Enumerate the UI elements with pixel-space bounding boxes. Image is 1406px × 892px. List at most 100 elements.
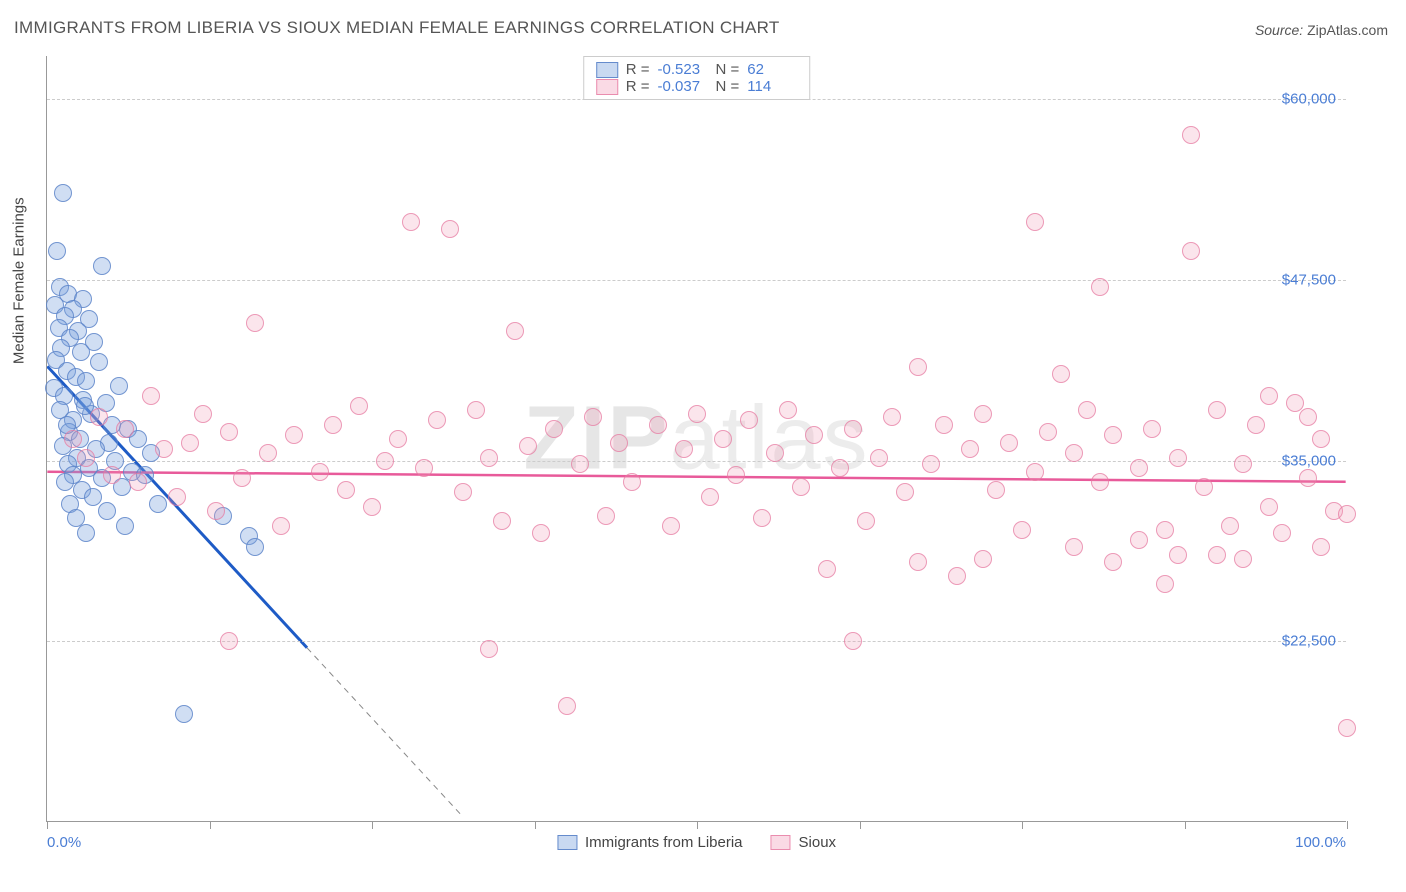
data-point [610,434,628,452]
data-point [493,512,511,530]
data-point [714,430,732,448]
trend-lines [47,56,1346,821]
x-axis-min-label: 0.0% [47,834,81,851]
data-point [1286,394,1304,412]
data-point [77,449,95,467]
data-point [597,507,615,525]
source-attribution: Source: ZipAtlas.com [1255,22,1388,38]
data-point [753,509,771,527]
data-point [90,408,108,426]
data-point [56,473,74,491]
data-point [311,463,329,481]
data-point [675,440,693,458]
data-point [818,560,836,578]
data-point [571,455,589,473]
data-point [870,449,888,467]
data-point [1026,463,1044,481]
data-point [1312,538,1330,556]
data-point [350,397,368,415]
data-point [857,512,875,530]
data-point [103,466,121,484]
data-point [662,517,680,535]
watermark-bold: ZIP [523,388,669,488]
data-point [974,405,992,423]
legend-row-s1: R = -0.523 N = 62 [596,61,798,78]
gridline-h [47,99,1346,100]
data-point [1091,473,1109,491]
gridline-h [47,461,1346,462]
data-point [1013,521,1031,539]
data-point [110,377,128,395]
data-point [376,452,394,470]
data-point [1299,469,1317,487]
data-point [623,473,641,491]
data-point [987,481,1005,499]
data-point [974,550,992,568]
legend-row-s2: R = -0.037 N = 114 [596,78,798,95]
data-point [896,483,914,501]
data-point [93,257,111,275]
data-point [1299,408,1317,426]
legend-item-s1: Immigrants from Liberia [557,834,743,851]
y-tick-label: $47,500 [1282,272,1336,289]
data-point [506,322,524,340]
n-label: N = [716,78,740,95]
data-point [181,434,199,452]
r-label: R = [626,61,650,78]
data-point [545,420,563,438]
data-point [467,401,485,419]
data-point [1195,478,1213,496]
x-tick [210,821,211,829]
data-point [441,220,459,238]
x-tick [1022,821,1023,829]
data-point [116,420,134,438]
data-point [337,481,355,499]
legend-series: Immigrants from Liberia Sioux [557,834,836,851]
data-point [246,314,264,332]
data-point [727,466,745,484]
data-point [90,353,108,371]
gridline-h [47,641,1346,642]
data-point [740,411,758,429]
data-point [532,524,550,542]
data-point [480,640,498,658]
n-label: N = [716,61,740,78]
data-point [64,430,82,448]
data-point [1156,575,1174,593]
data-point [1000,434,1018,452]
data-point [1130,459,1148,477]
data-point [1104,426,1122,444]
data-point [1260,387,1278,405]
legend-label-s1: Immigrants from Liberia [585,834,743,851]
n-value-s1: 62 [747,61,797,78]
legend-label-s2: Sioux [799,834,837,851]
data-point [220,632,238,650]
data-point [220,423,238,441]
data-point [649,416,667,434]
data-point [558,697,576,715]
source-value: ZipAtlas.com [1307,22,1388,38]
legend-swatch-s1-icon [557,835,577,850]
data-point [584,408,602,426]
data-point [1104,553,1122,571]
data-point [1247,416,1265,434]
trendline-extrapolation [307,648,463,817]
data-point [48,242,66,260]
data-point [909,553,927,571]
data-point [1234,550,1252,568]
x-tick [1347,821,1348,829]
data-point [116,517,134,535]
x-axis-max-label: 100.0% [1295,834,1346,851]
data-point [246,538,264,556]
data-point [844,632,862,650]
data-point [175,705,193,723]
data-point [168,488,186,506]
data-point [389,430,407,448]
gridline-h [47,280,1346,281]
r-label: R = [626,78,650,95]
data-point [1091,278,1109,296]
data-point [324,416,342,434]
n-value-s2: 114 [747,78,797,95]
data-point [1338,505,1356,523]
data-point [54,184,72,202]
